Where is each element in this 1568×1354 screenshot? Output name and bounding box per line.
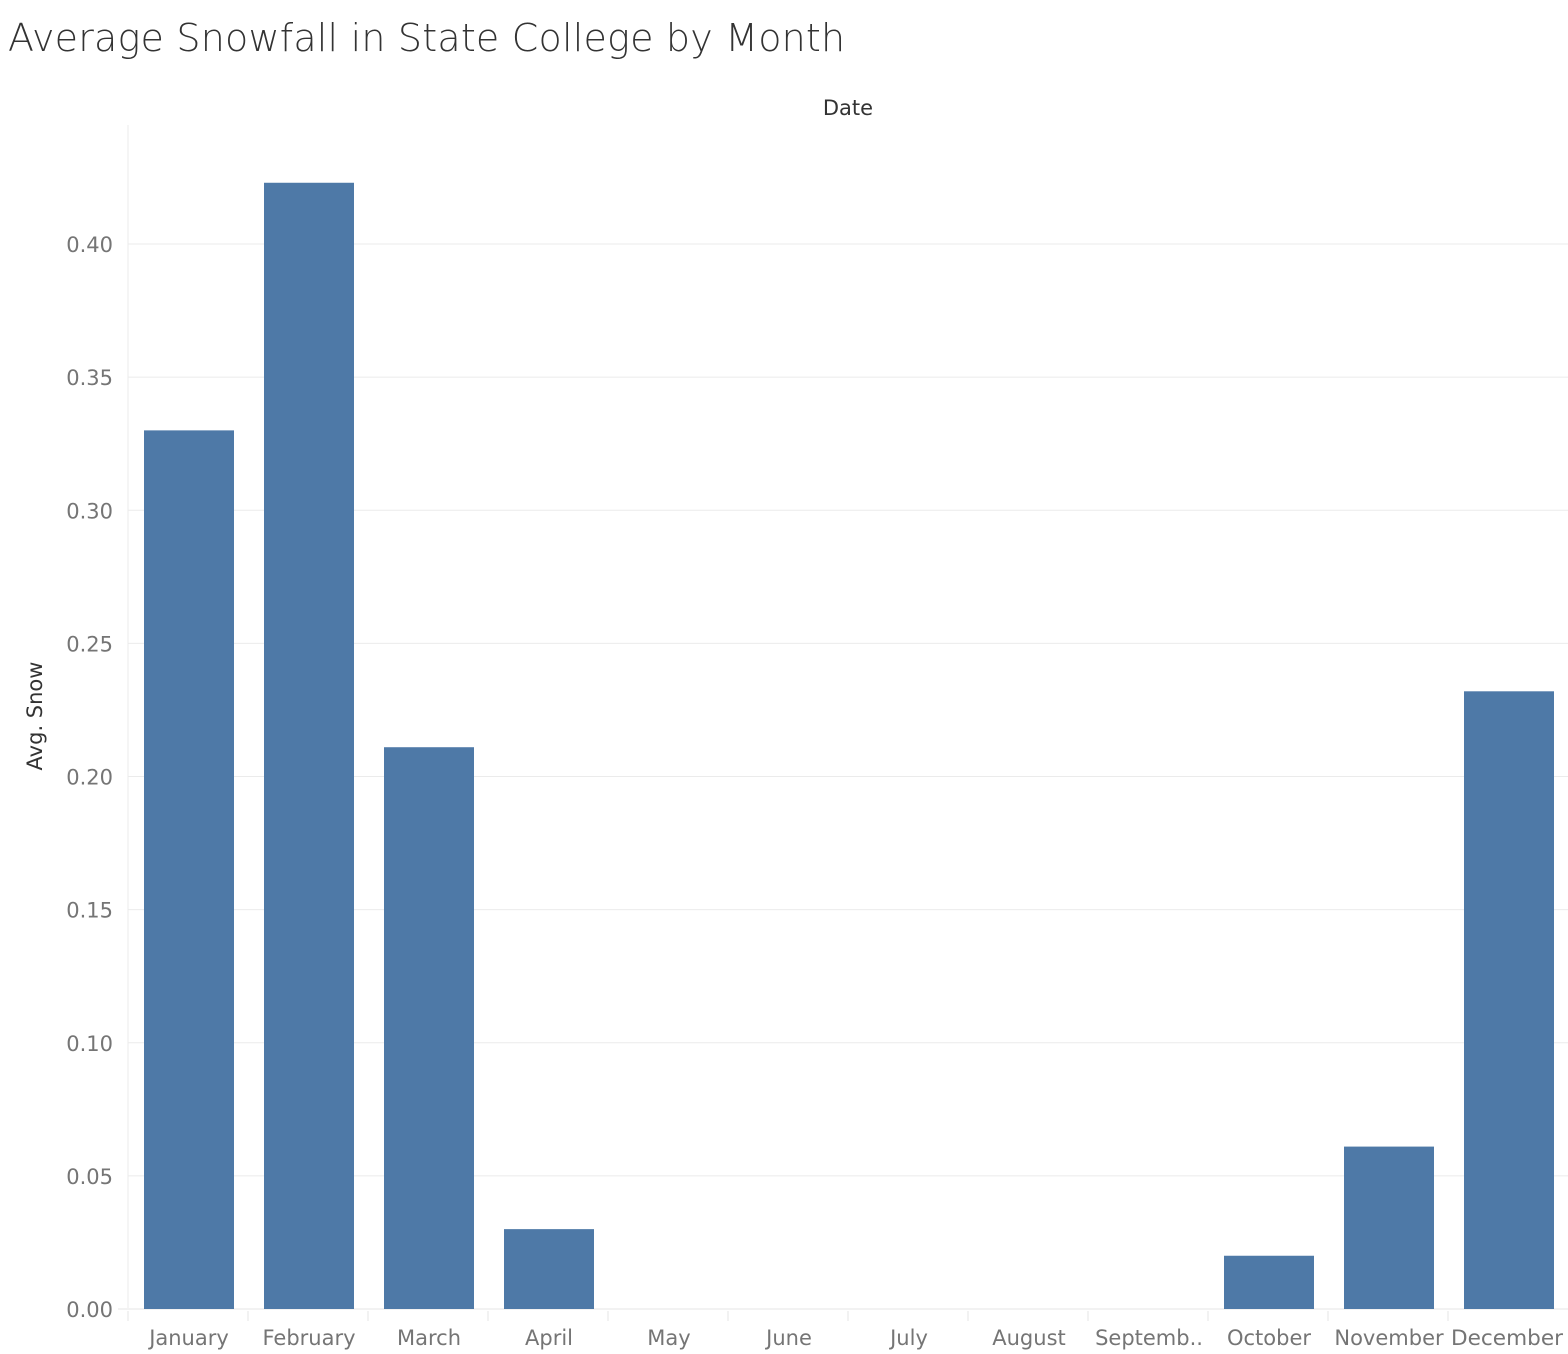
y-tick-label: 0.25 — [66, 632, 113, 656]
x-tick-label: March — [397, 1326, 461, 1350]
bar — [1344, 1146, 1434, 1309]
gridlines — [128, 243, 1568, 1177]
bar — [1224, 1255, 1314, 1309]
y-axis-title: Avg. Snow — [23, 662, 47, 771]
x-tick-label: October — [1227, 1326, 1311, 1350]
y-tick-label: 0.15 — [66, 899, 113, 923]
y-tick-label: 0.00 — [66, 1298, 113, 1322]
x-tick-label: Septemb.. — [1095, 1326, 1203, 1350]
bar — [384, 747, 474, 1309]
x-tick-label: December — [1451, 1326, 1563, 1350]
x-tick-label: April — [525, 1326, 573, 1350]
bar — [504, 1229, 594, 1309]
bar — [144, 430, 234, 1309]
y-tick-labels: 0.00 0.05 0.10 0.15 0.20 0.25 0.30 0.35 0.40 — [66, 233, 113, 1322]
chart-title: Average Snowfall in State College by Mon… — [8, 16, 846, 60]
y-tick-label: 0.40 — [66, 233, 113, 257]
x-tick-labels: January February March April May June July Augu… — [127, 1311, 1563, 1350]
x-tick-label: July — [888, 1326, 928, 1350]
x-tick-label: January — [147, 1326, 229, 1350]
x-tick-label: August — [992, 1326, 1066, 1350]
y-tick-label: 0.20 — [66, 766, 113, 790]
x-tick-label: November — [1334, 1326, 1444, 1350]
x-tick-label: May — [647, 1326, 690, 1350]
y-tick-label: 0.35 — [66, 366, 113, 390]
bar — [1464, 691, 1554, 1309]
x-axis-title: Date — [823, 96, 873, 120]
y-tick-label: 0.05 — [66, 1165, 113, 1189]
bars — [144, 182, 1554, 1310]
x-tick-label: June — [764, 1326, 812, 1350]
bar — [264, 182, 354, 1310]
y-tick-label: 0.30 — [66, 499, 113, 523]
x-tick-label: February — [262, 1326, 355, 1350]
y-tick-label: 0.10 — [66, 1032, 113, 1056]
